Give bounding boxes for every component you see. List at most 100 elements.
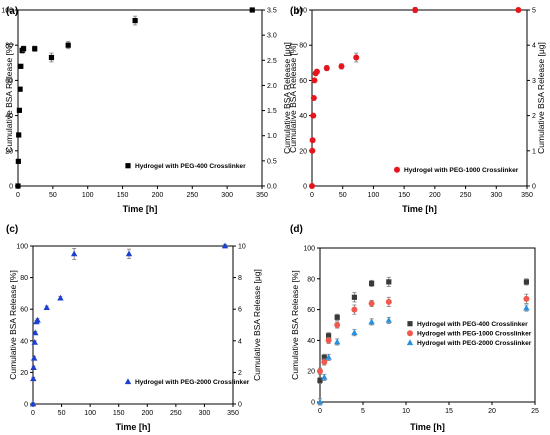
- data-point: [368, 300, 375, 307]
- x-tick-label: 0: [31, 410, 35, 417]
- y2-tick-label: 1.0: [267, 133, 277, 140]
- panel-c: (c)0 50 100 150 200 250 300 3500204060801000246…: [6, 224, 262, 432]
- data-point: [321, 358, 328, 365]
- legend: Hydrogel with PEG-2000 Crosslinker: [124, 378, 250, 386]
- y-axis-title: Cumulative BSA Release [%]: [288, 43, 298, 153]
- x-tick-label: 25: [531, 408, 539, 415]
- y-tick-label: 20: [20, 370, 28, 377]
- y-tick-label: 40: [20, 338, 28, 345]
- x-tick-label: 50: [49, 192, 57, 199]
- data-point: [16, 132, 22, 138]
- y-tick-label: 60: [299, 78, 307, 85]
- data-point: [313, 68, 320, 75]
- x-tick-label: 200: [429, 192, 441, 199]
- data-point: [221, 242, 229, 249]
- x-tick-label: 200: [152, 192, 164, 199]
- x-tick-label: 150: [398, 192, 410, 199]
- legend: Hydrogel with PEG-400 Crosslinker Hydroge…: [406, 321, 532, 347]
- legend-marker: [394, 166, 400, 173]
- y-tick-label: 20: [307, 369, 315, 376]
- y-tick-label: 0: [24, 402, 28, 409]
- x-tick-label: 250: [186, 192, 198, 199]
- x-tick-label: 350: [521, 192, 533, 199]
- y-tick-label: 80: [5, 43, 13, 50]
- y-tick-label: 40: [299, 113, 307, 120]
- x-tick-label: 300: [199, 410, 211, 417]
- data-point: [323, 65, 330, 72]
- x-axis-title: Time [h]: [116, 422, 151, 432]
- x-axis-title: Time [h]: [123, 204, 158, 214]
- data-point: [353, 54, 360, 61]
- data-point: [351, 329, 358, 336]
- data-point: [523, 279, 529, 285]
- y-tick-label: 80: [299, 43, 307, 50]
- y-tick-label: 40: [307, 338, 315, 345]
- panel-label: (c): [6, 224, 18, 235]
- y2-tick-label: 1: [532, 148, 536, 155]
- y-tick-label: 0: [311, 400, 315, 407]
- y-tick-label: 20: [299, 148, 307, 155]
- plot-frame: [311, 9, 528, 187]
- x-tick-label: 200: [141, 410, 153, 417]
- legend-label: Hydrogel with PEG-2000 Crosslinker: [417, 340, 532, 347]
- panel-label: (d): [290, 224, 303, 235]
- data-point: [20, 46, 27, 52]
- plot-frame: [32, 245, 234, 405]
- y-axis-title: Cumulative BSA Release [%]: [290, 270, 300, 380]
- data-point: [30, 354, 38, 361]
- y-tick-label: 80: [20, 275, 28, 282]
- x-tick-label: 100: [368, 192, 380, 199]
- series-1: [309, 6, 522, 189]
- data-point: [317, 377, 323, 384]
- data-point: [18, 63, 24, 69]
- panel-d: (d) 0 5 10 15 20 25 0 20 40 60 80 100 Time [h] Cumulat…: [290, 224, 539, 432]
- y2-axis-title: Cumulative BSA Release [μg]: [282, 42, 292, 154]
- data-point: [43, 304, 50, 311]
- data-point: [309, 137, 316, 144]
- y2-axis-title: Cumulative BSA Release [μg]: [536, 42, 546, 154]
- y-tick-label: 100: [1, 8, 13, 15]
- y-tick-label: 100: [16, 244, 28, 251]
- data-point: [15, 158, 21, 164]
- x-tick-label: 100: [82, 192, 94, 199]
- y-axis-title: Cumulative BSA Release [%]: [4, 43, 14, 153]
- series-2: [317, 293, 530, 375]
- y-tick-label: 60: [20, 307, 28, 314]
- data-point: [29, 400, 37, 407]
- y2-tick-label: 3: [532, 78, 536, 85]
- data-point: [34, 316, 41, 323]
- data-point: [16, 107, 22, 113]
- data-point: [65, 42, 71, 48]
- y2-tick-label: 6: [238, 307, 242, 314]
- series-1: [317, 276, 529, 384]
- y2-tick-label: 3.5: [267, 8, 277, 15]
- data-point: [326, 333, 332, 339]
- y-tick-label: 20: [5, 148, 13, 155]
- data-point: [369, 280, 375, 287]
- data-point: [310, 112, 317, 119]
- data-point: [321, 354, 327, 360]
- data-point: [412, 7, 419, 13]
- legend: Hydrogel with PEG-1000 Crosslinker: [394, 166, 519, 174]
- x-tick-label: 5: [361, 408, 365, 415]
- plot-frame: [17, 9, 263, 187]
- x-tick-label: 20: [488, 408, 496, 415]
- data-point: [32, 46, 38, 52]
- x-tick-label: 15: [445, 408, 453, 415]
- data-point: [48, 54, 55, 61]
- x-tick-label: 100: [84, 410, 96, 417]
- x-tick-label: 350: [227, 410, 239, 417]
- plot-frame: [319, 247, 536, 403]
- y2-tick-label: 0: [238, 402, 242, 409]
- data-point: [325, 353, 332, 360]
- data-point: [31, 338, 38, 345]
- x-tick-label: 0: [318, 408, 322, 415]
- series-3: [316, 304, 530, 406]
- panel-a: (a) 0 50 100 150 200 250 300 350 0 20 40 60 80 100 0.0 0…: [1, 6, 292, 214]
- y2-axis-title: Cumulative BSA Release [μg]: [252, 269, 262, 381]
- data-point: [70, 250, 78, 257]
- x-tick-label: 50: [58, 410, 66, 417]
- y2-tick-label: 0.0: [267, 184, 277, 191]
- data-point: [32, 329, 39, 336]
- legend-marker: [407, 330, 413, 337]
